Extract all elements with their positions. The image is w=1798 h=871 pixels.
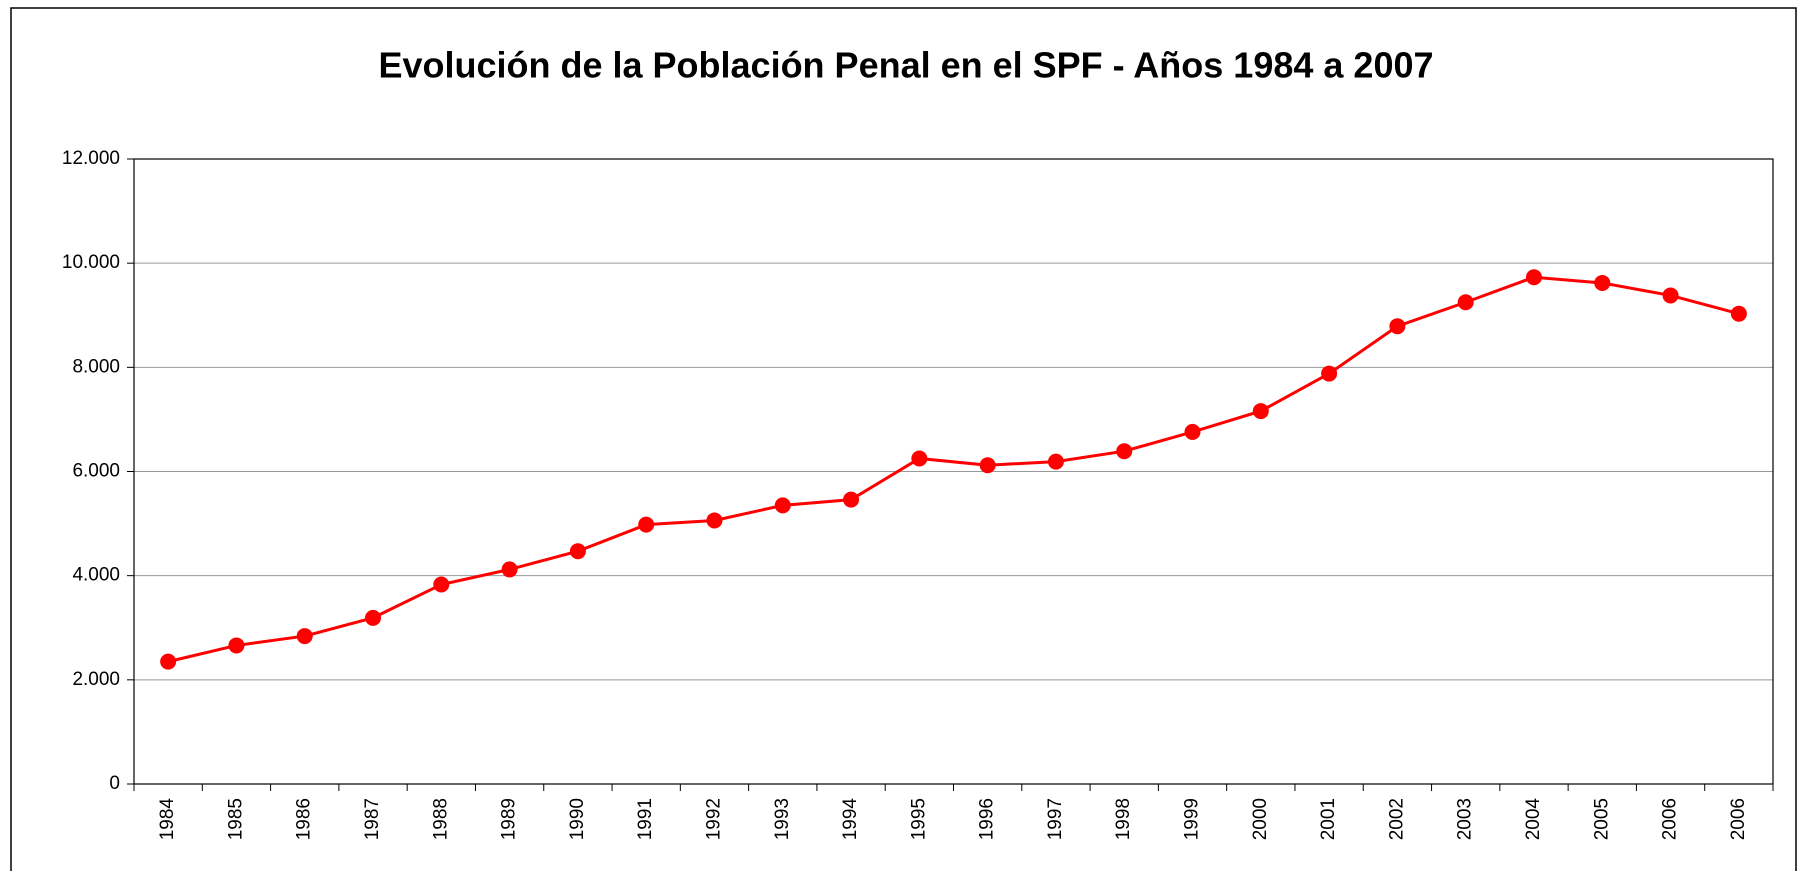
x-tick-label: 1997 (1045, 798, 1066, 840)
x-tick-label: 1995 (908, 798, 929, 840)
chart-title: Evolución de la Población Penal en el SP… (378, 45, 1433, 86)
data-point (843, 491, 860, 508)
data-point (228, 637, 245, 654)
x-tick-label: 2006 (1728, 798, 1749, 840)
data-point (1116, 443, 1133, 460)
data-point (1389, 318, 1406, 335)
x-tick-label: 1984 (157, 798, 178, 841)
data-point (1525, 269, 1542, 286)
y-tick-label: 10.000 (62, 252, 120, 273)
data-point (1047, 453, 1064, 470)
y-tick-label: 8.000 (72, 356, 120, 377)
x-tick-label: 1988 (430, 798, 451, 840)
x-tick-label: 1986 (294, 798, 315, 840)
data-point (706, 512, 723, 529)
data-point (1457, 294, 1474, 311)
data-point (1321, 365, 1338, 382)
x-tick-label: 1992 (703, 798, 724, 840)
data-point (638, 516, 655, 533)
x-tick-label: 1987 (362, 798, 383, 840)
data-point (296, 628, 313, 645)
y-tick-label: 4.000 (72, 565, 120, 586)
data-point (1594, 274, 1611, 291)
y-tick-label: 0 (109, 773, 120, 794)
x-tick-label: 2006 (1660, 798, 1681, 840)
data-point (1662, 287, 1679, 304)
chart-border (10, 7, 1797, 871)
x-tick-label: 1996 (977, 798, 998, 840)
x-tick-label: 1994 (840, 798, 861, 841)
y-tick-label: 2.000 (72, 669, 120, 690)
x-tick-label: 1999 (1182, 798, 1203, 840)
data-point (365, 609, 382, 626)
data-point (569, 543, 586, 560)
data-line (167, 275, 1740, 664)
data-point (160, 653, 177, 670)
data-point (1730, 305, 1747, 322)
x-tick-label: 1989 (499, 798, 520, 840)
x-tick-label: 1985 (225, 798, 246, 840)
x-tick-label: 1998 (1113, 798, 1134, 840)
data-point (774, 497, 791, 514)
x-tick-label: 1991 (635, 798, 656, 840)
y-tick-label: 6.000 (72, 461, 120, 482)
y-tick-label: 12.000 (62, 148, 120, 169)
data-point (979, 457, 996, 474)
x-tick-label: 2004 (1523, 798, 1544, 841)
x-tick-label: 1990 (567, 798, 588, 840)
data-point (1252, 403, 1269, 420)
data-point (1184, 423, 1201, 440)
x-tick-label: 2002 (1386, 798, 1407, 840)
x-tick-label: 2005 (1591, 798, 1612, 840)
data-point (433, 576, 450, 593)
x-tick-label: 2003 (1455, 798, 1476, 840)
x-tick-label: 1993 (772, 798, 793, 840)
x-tick-label: 2001 (1318, 798, 1339, 840)
data-point (911, 450, 928, 467)
data-point (501, 561, 518, 578)
x-tick-label: 2000 (1250, 798, 1271, 840)
